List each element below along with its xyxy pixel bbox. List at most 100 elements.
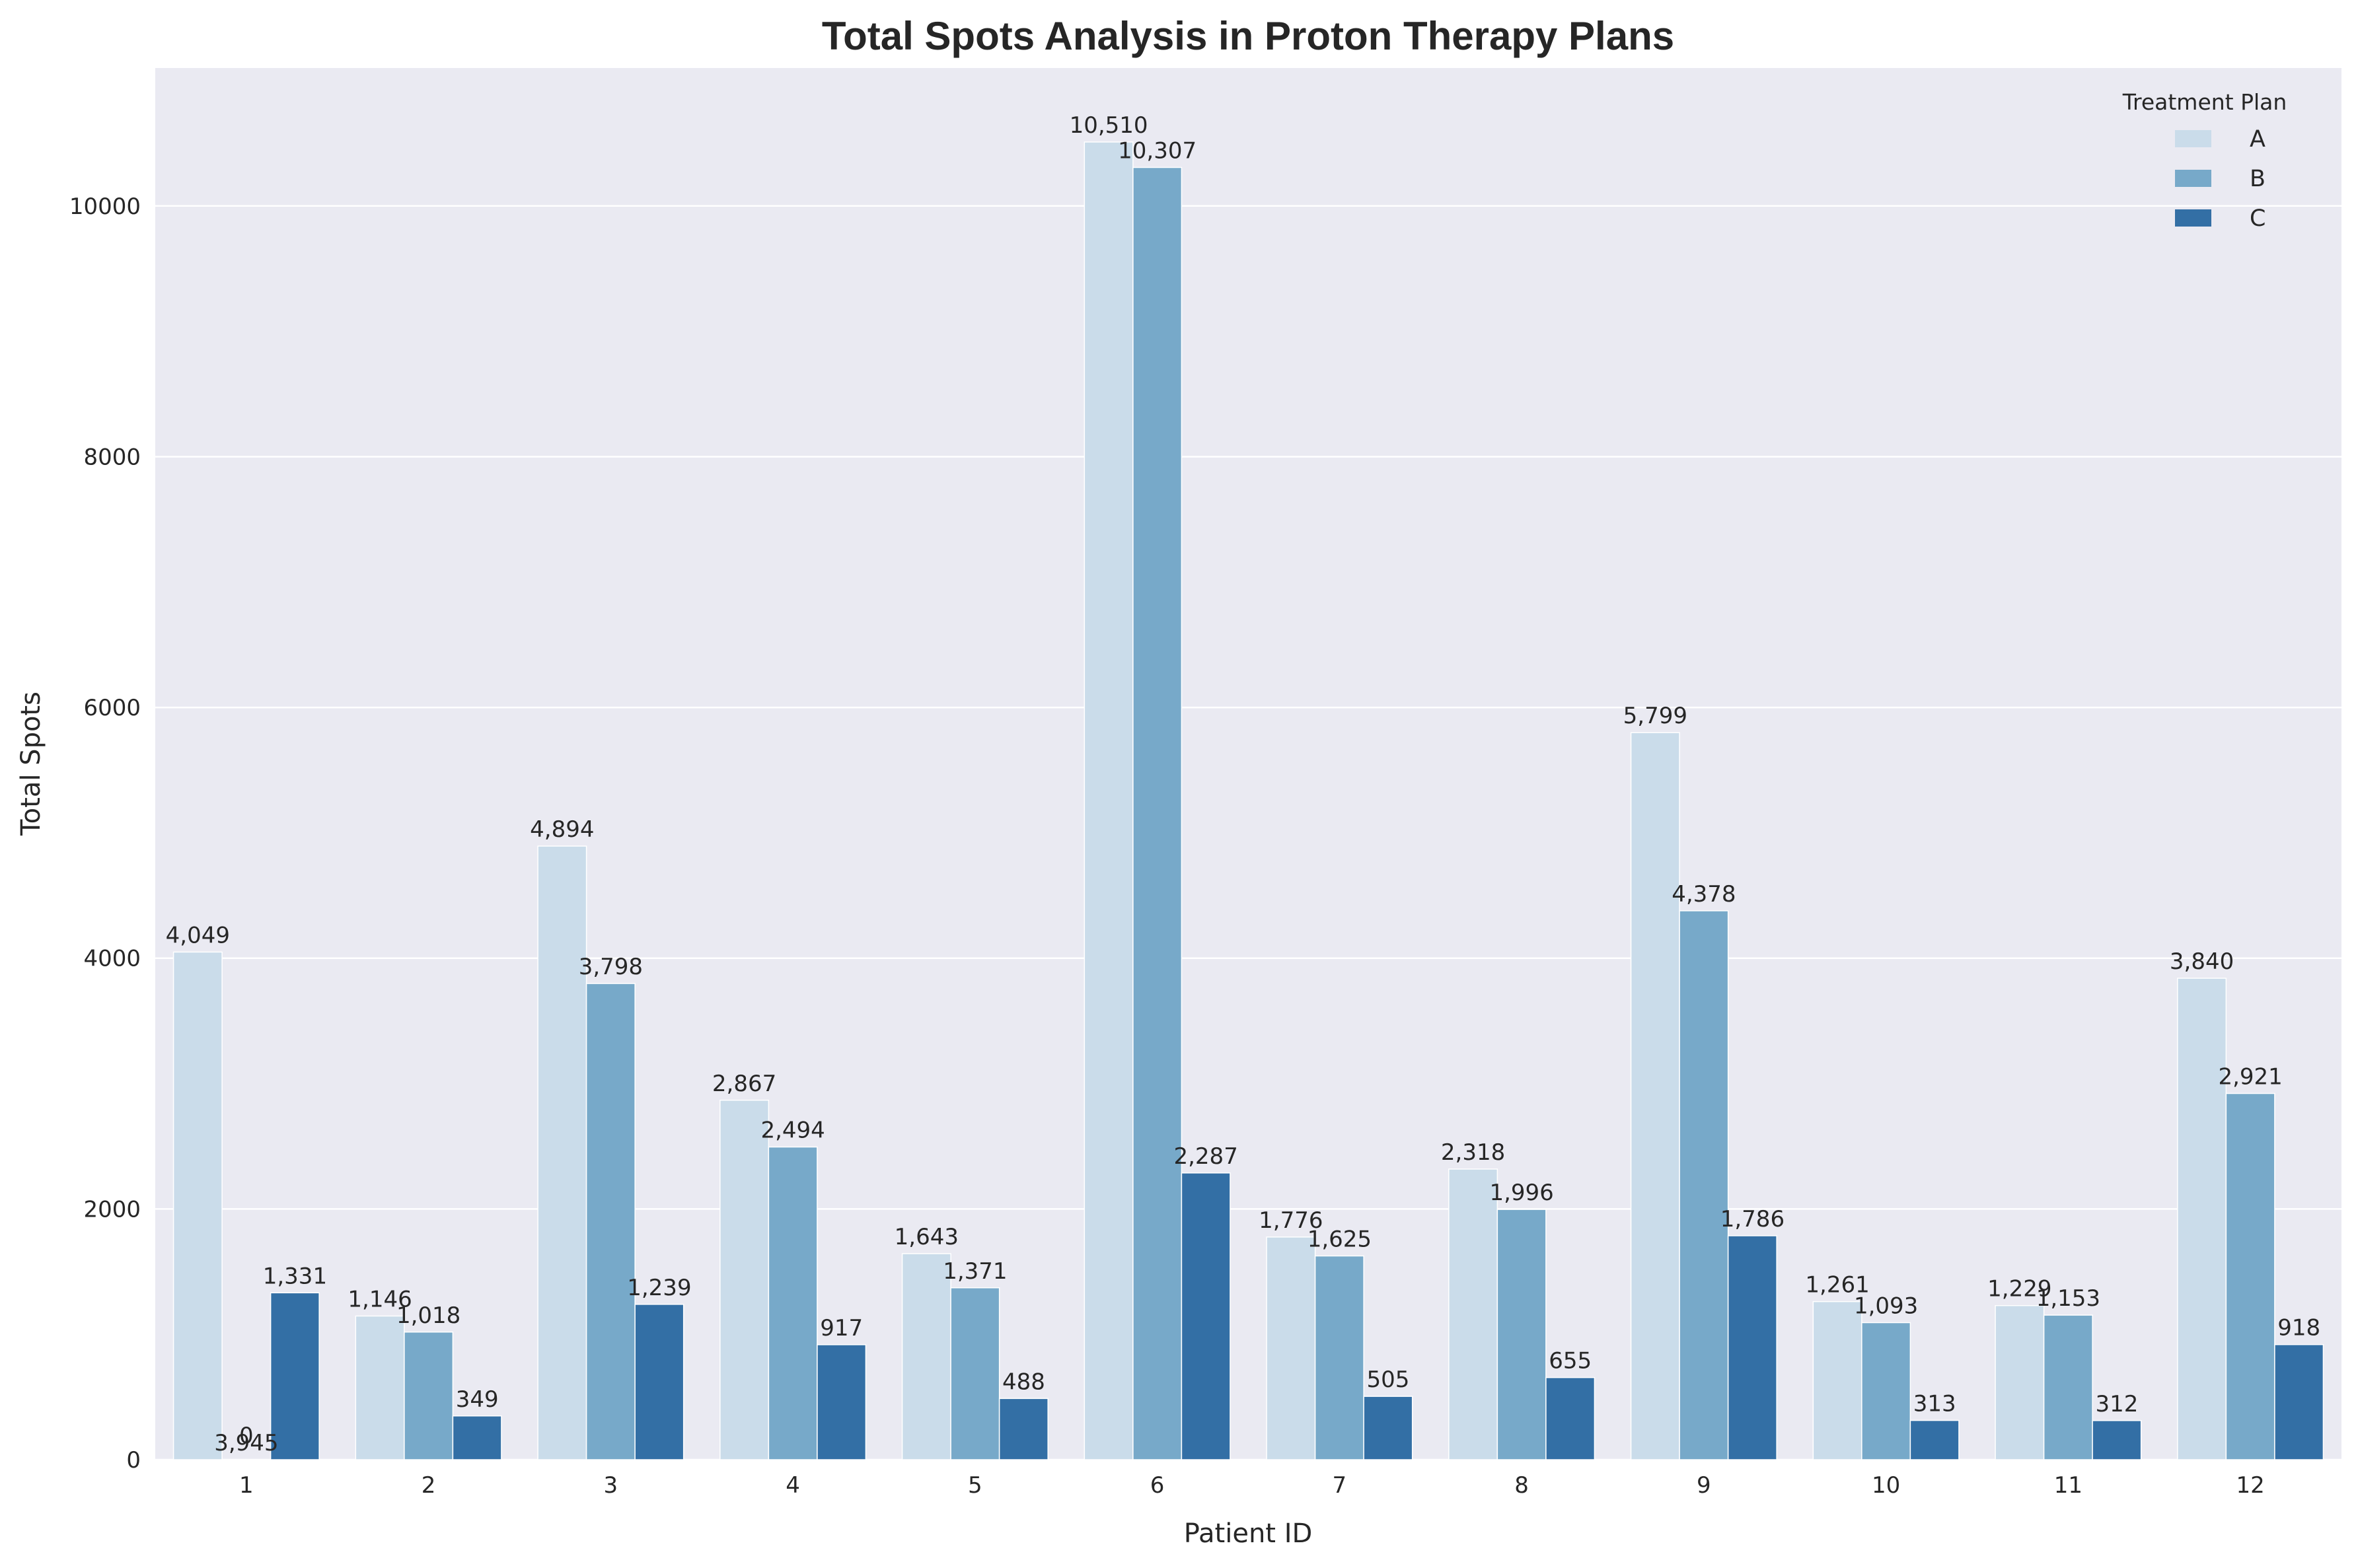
x-tick-label: 7 [1333,1472,1347,1499]
bar-patient-7-plan-c [1363,1396,1413,1460]
data-label: 1,153 [2036,1285,2100,1312]
bar-patient-3-plan-b [585,983,636,1460]
bar-patient-4-plan-c [817,1344,867,1460]
legend-title: Treatment Plan [2122,89,2287,115]
data-label: 2,921 [2218,1064,2282,1090]
bars [172,141,2324,1460]
x-tick-label: 4 [786,1472,800,1499]
bar-patient-6-plan-b [1132,166,1183,1460]
x-tick-label: 3 [604,1472,618,1499]
legend-swatch-c [2175,209,2211,227]
bar-patient-8-plan-a [1448,1168,1498,1460]
data-label: 2,287 [1173,1143,1237,1170]
legend-swatch-a [2175,130,2211,147]
x-axis-label: Patient ID [1184,1518,1313,1549]
bar-patient-2-plan-a [355,1315,405,1460]
extra-annotation: 0 [239,1423,254,1449]
data-label: 655 [1549,1348,1592,1374]
y-tick-label: 6000 [83,695,141,721]
bar-patient-6-plan-a [1084,141,1134,1460]
y-tick-label: 8000 [83,444,141,470]
plot-area [155,68,2341,1460]
bar-patient-10-plan-a [1812,1301,1862,1460]
data-label: 3,840 [2170,948,2234,975]
bar-patient-5-plan-b [950,1287,1000,1460]
data-label: 1,625 [1308,1227,1372,1253]
legend-label-a: A [2250,126,2266,153]
data-label: 1,229 [1987,1276,2051,1302]
x-tick-label: 10 [1872,1472,1900,1499]
bar-patient-8-plan-c [1545,1376,1596,1460]
x-tick-label: 5 [968,1472,982,1499]
data-label: 917 [820,1315,863,1341]
bar-patient-3-plan-c [634,1304,684,1460]
x-tick-label: 2 [422,1472,436,1499]
bar-patient-2-plan-c [452,1415,502,1460]
data-label: 1,261 [1805,1272,1869,1299]
legend-swatch-b [2175,170,2211,187]
data-label: 1,239 [627,1275,691,1301]
data-label: 1,146 [348,1286,412,1312]
data-label: 1,018 [396,1302,461,1329]
bar-patient-11-plan-b [2043,1314,2093,1460]
bar-patient-11-plan-c [2092,1420,2142,1460]
bar-patient-7-plan-b [1314,1255,1364,1460]
bar-patient-8-plan-b [1496,1209,1547,1460]
y-axis-label: Total Spots [16,692,46,836]
bar-patient-10-plan-c [1909,1419,1960,1460]
bar-patient-2-plan-b [404,1332,454,1460]
gridlines [155,205,2341,1461]
data-label: 1,776 [1259,1207,1323,1234]
legend-label-b: B [2250,166,2266,192]
y-tick-label: 4000 [83,946,141,972]
bar-patient-7-plan-a [1266,1236,1316,1460]
data-label: 5,799 [1623,703,1687,729]
bar-patient-1-plan-a [172,951,223,1460]
data-label: 2,494 [760,1118,825,1144]
bar-patient-10-plan-b [1861,1322,1911,1460]
data-label: 4,049 [166,922,230,948]
data-label: 313 [1913,1391,1956,1417]
data-label: 3,798 [579,954,643,980]
bar-patient-5-plan-a [901,1253,951,1460]
x-tick-label: 9 [1697,1472,1711,1499]
bar-patient-12-plan-b [2225,1092,2275,1460]
y-tick-label: 2000 [83,1196,141,1223]
bar-patient-9-plan-a [1630,732,1680,1460]
bar-patient-5-plan-c [998,1398,1049,1460]
x-tick-label: 11 [2054,1472,2082,1499]
y-tick-label: 0 [126,1447,141,1474]
data-label: 10,307 [1118,138,1197,164]
data-label: 1,786 [1720,1206,1785,1232]
legend-label-c: C [2250,205,2266,232]
data-label: 1,643 [895,1224,959,1250]
data-label: 3,945 [214,1430,278,1456]
data-label: 1,371 [943,1258,1007,1285]
bar-patient-12-plan-a [2177,978,2227,1460]
bar-patient-12-plan-c [2274,1343,2324,1460]
data-label: 2,867 [712,1071,776,1097]
data-label: 10,510 [1070,112,1148,139]
y-tick-label: 10000 [69,194,141,220]
x-tick-label: 8 [1514,1472,1529,1499]
x-tick-label: 6 [1150,1472,1165,1499]
data-label: 918 [2277,1315,2320,1341]
data-label: 1,331 [263,1263,327,1289]
data-label: 505 [1366,1367,1409,1393]
data-label: 488 [1002,1369,1045,1395]
bar-patient-9-plan-b [1679,910,1729,1460]
x-tick-label: 12 [2236,1472,2264,1499]
bar-patient-1-plan-c [270,1292,320,1460]
x-tick-label: 1 [239,1472,254,1499]
bar-patient-11-plan-a [1995,1304,2045,1460]
data-label: 1,093 [1854,1293,1918,1320]
bar-patient-6-plan-c [1181,1172,1231,1460]
data-label: 312 [2095,1391,2138,1417]
bar-patient-3-plan-a [537,845,587,1460]
bar-patient-4-plan-a [719,1100,770,1460]
bar-patient-9-plan-c [1727,1235,1777,1460]
